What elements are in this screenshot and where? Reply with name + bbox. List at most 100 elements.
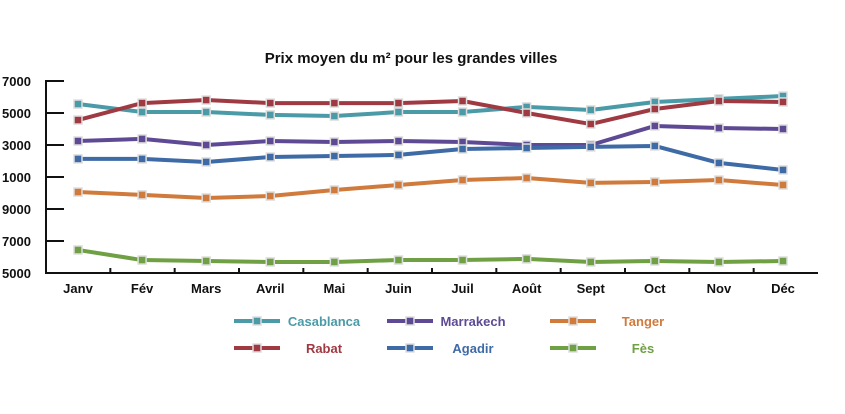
legend-label: Rabat [306, 341, 343, 356]
data-point [73, 154, 83, 164]
data-point [265, 152, 276, 162]
legend-marker [405, 316, 415, 326]
x-tick-label: Janv [63, 281, 93, 296]
data-point [137, 98, 147, 108]
y-tick-label: 5000 [2, 106, 31, 121]
data-point [201, 193, 211, 203]
data-point [201, 95, 211, 105]
data-point [778, 165, 788, 175]
legend-marker [568, 343, 578, 353]
data-point [201, 157, 211, 167]
data-point [650, 104, 660, 114]
data-point [521, 143, 532, 153]
series-line-rabat [77, 98, 784, 127]
data-point [73, 136, 83, 146]
data-point [714, 257, 724, 267]
data-point [329, 98, 340, 108]
series-line-tanger [77, 175, 784, 200]
x-tick-label: Nov [707, 281, 732, 296]
x-tick-label: Déc [771, 281, 795, 296]
x-tick-label: Juil [451, 281, 473, 296]
data-point [457, 144, 468, 154]
legend-label: Tanger [622, 314, 664, 329]
legend-label: Fès [632, 341, 654, 356]
x-tick-label: Oct [644, 281, 666, 296]
data-point [393, 107, 404, 117]
data-point [585, 119, 596, 129]
data-point [73, 99, 83, 109]
data-point [265, 257, 276, 267]
data-point [585, 178, 596, 188]
data-point [457, 255, 468, 265]
data-point [73, 245, 83, 255]
data-point [137, 134, 147, 144]
data-point [265, 98, 276, 108]
data-point [714, 96, 724, 106]
x-tick-label: Avril [256, 281, 284, 296]
data-point [265, 191, 276, 201]
y-tick-label: 9000 [2, 202, 31, 217]
x-tick-label: Juin [385, 281, 412, 296]
data-point [393, 98, 404, 108]
x-tick-label: Sept [577, 281, 606, 296]
y-tick-label: 7000 [2, 234, 31, 249]
data-point [329, 257, 340, 267]
data-point [329, 185, 340, 195]
data-point [393, 255, 404, 265]
data-point [201, 140, 211, 150]
y-tick-label: 7000 [2, 74, 31, 89]
data-point [778, 180, 788, 190]
data-point [329, 137, 340, 147]
data-point [714, 123, 724, 133]
series-line-marrakech [77, 123, 784, 147]
data-point [585, 257, 596, 267]
data-point [521, 254, 532, 264]
data-point [393, 150, 404, 160]
data-point [650, 177, 660, 187]
data-point [650, 121, 660, 131]
data-point [650, 141, 660, 151]
data-point [521, 173, 532, 183]
series-line-agadir [78, 143, 784, 172]
data-point [265, 136, 276, 146]
data-point [714, 175, 724, 185]
legend-marker [405, 343, 415, 353]
series-line-casablanca [77, 94, 784, 119]
legend-label: Casablanca [288, 314, 361, 329]
data-point [201, 107, 211, 117]
data-point [137, 190, 147, 200]
data-point [521, 108, 532, 118]
data-point [457, 107, 468, 117]
chart-title: Prix moyen du m² pour les grandes villes [265, 50, 558, 67]
data-point [457, 175, 468, 185]
data-point [201, 256, 211, 266]
x-tick-label: Mai [324, 281, 346, 296]
y-tick-label: 1000 [2, 170, 31, 185]
x-tick-label: Mars [191, 281, 221, 296]
data-point [137, 107, 147, 117]
data-point [585, 142, 596, 152]
data-point [393, 136, 404, 146]
y-tick-label: 3000 [2, 138, 31, 153]
data-point [778, 124, 788, 134]
legend-marker [568, 316, 578, 326]
data-point [585, 105, 596, 115]
data-point [329, 151, 340, 161]
x-tick-label: Août [512, 281, 542, 296]
x-tick-label: Fév [131, 281, 154, 296]
data-point [73, 115, 83, 125]
legend-marker [252, 316, 262, 326]
data-point [457, 96, 468, 106]
series-line-fès [77, 247, 784, 264]
data-point [393, 180, 404, 190]
data-point [73, 187, 83, 197]
data-point [137, 255, 147, 265]
data-point [778, 256, 788, 266]
legend-label: Marrakech [440, 314, 505, 329]
data-point [714, 158, 724, 168]
data-point [329, 111, 340, 121]
y-tick-label: 5000 [2, 266, 31, 281]
data-point [778, 97, 788, 107]
legend-marker [252, 343, 262, 353]
